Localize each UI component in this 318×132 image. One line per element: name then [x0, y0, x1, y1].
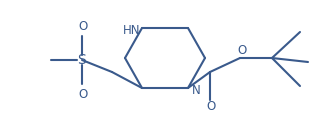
Text: O: O [237, 44, 247, 56]
Text: S: S [78, 53, 86, 67]
Text: O: O [78, 88, 88, 100]
Text: HN: HN [122, 25, 140, 37]
Text: O: O [78, 20, 88, 32]
Text: N: N [192, 84, 201, 96]
Text: O: O [206, 100, 216, 114]
